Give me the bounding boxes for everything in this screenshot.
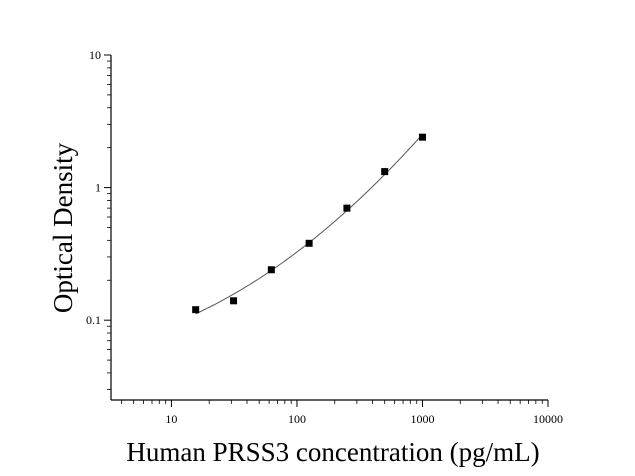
y-tick-label: 0.1 bbox=[86, 313, 101, 327]
y-axis-title: Optical Density bbox=[48, 142, 78, 313]
x-tick-label: 10000 bbox=[533, 412, 563, 426]
x-tick-label: 100 bbox=[288, 412, 306, 426]
data-points bbox=[192, 133, 426, 314]
data-point bbox=[192, 306, 200, 314]
ticks bbox=[104, 54, 549, 407]
data-point bbox=[381, 168, 389, 176]
data-point bbox=[343, 204, 351, 212]
x-tick-label: 10 bbox=[165, 412, 177, 426]
x-tick-label: 1000 bbox=[410, 412, 434, 426]
data-point bbox=[267, 266, 275, 274]
data-point bbox=[305, 239, 313, 247]
data-point bbox=[230, 297, 238, 305]
fit-curve bbox=[195, 133, 423, 315]
y-tick-label: 1 bbox=[95, 181, 101, 195]
axes bbox=[110, 55, 548, 401]
x-axis-title: Human PRSS3 concentration (pg/mL) bbox=[126, 437, 539, 467]
data-point bbox=[418, 133, 426, 141]
y-tick-label: 10 bbox=[89, 48, 101, 62]
tick-labels: 10 100 1000 10000 0.1 1 10 bbox=[86, 48, 563, 426]
